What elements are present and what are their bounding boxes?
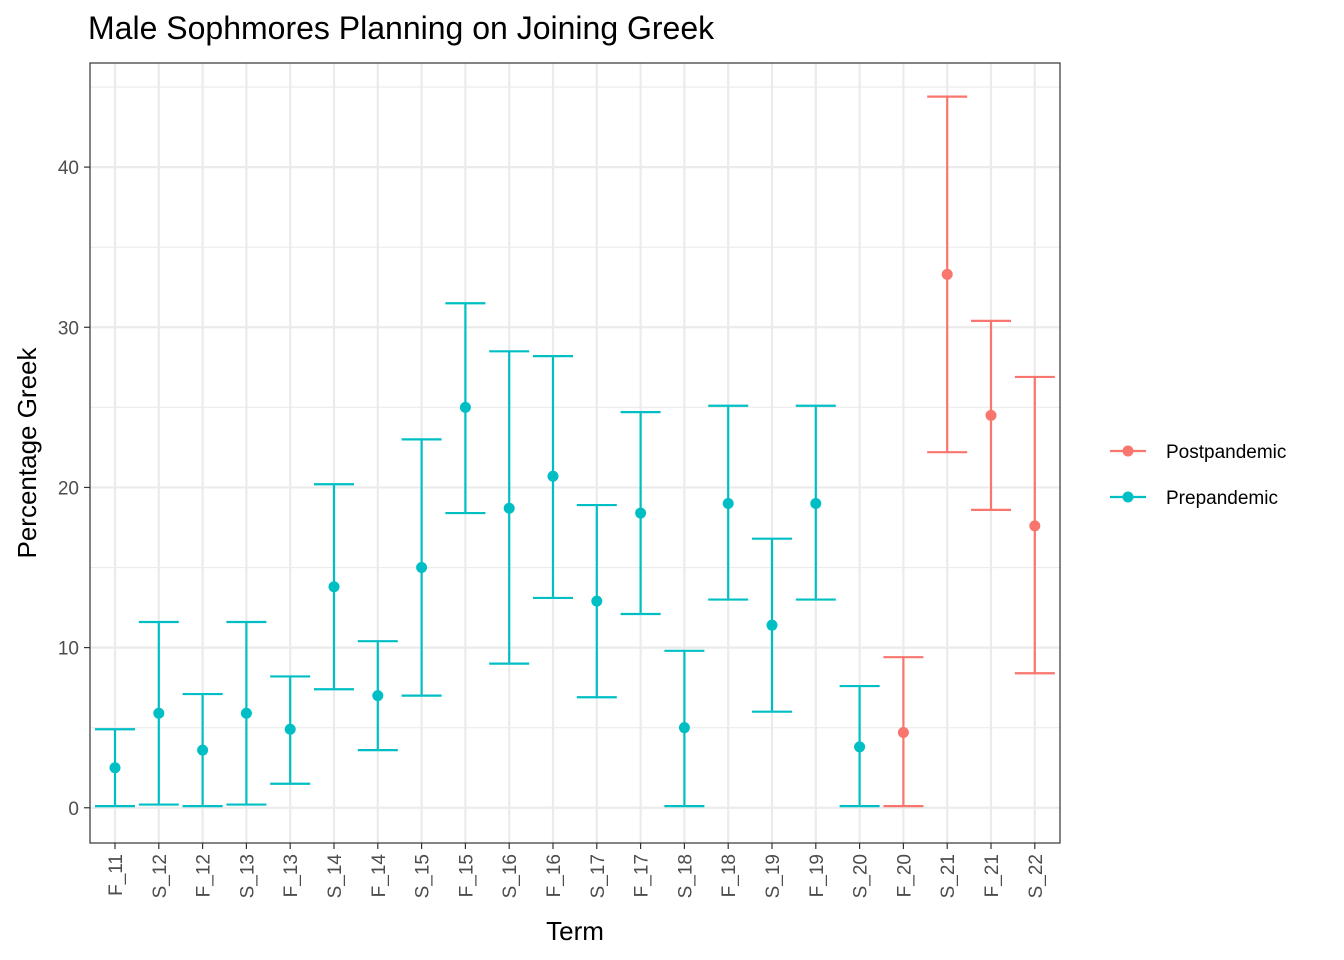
- data-point: [416, 562, 428, 574]
- data-points: [109, 268, 1041, 774]
- data-point: [459, 401, 471, 413]
- data-point: [678, 722, 690, 734]
- x-tick-label: F_11: [106, 854, 127, 896]
- data-point: [810, 497, 822, 509]
- x-tick-label: S_15: [413, 854, 434, 898]
- y-tick-label: 30: [58, 318, 79, 339]
- data-point: [854, 741, 866, 753]
- legend-label: Postpandemic: [1166, 442, 1286, 463]
- legend-item: Postpandemic: [1110, 442, 1286, 463]
- data-point: [153, 707, 165, 719]
- legend-label: Prepandemic: [1166, 488, 1278, 509]
- x-tick-label: F_18: [719, 854, 740, 897]
- data-point: [985, 409, 997, 421]
- x-axis-title: Term: [546, 916, 604, 946]
- chart-title: Male Sophmores Planning on Joining Greek: [88, 10, 715, 46]
- data-point: [503, 502, 515, 514]
- x-tick-label: F_19: [807, 854, 828, 897]
- x-tick-label: F_16: [544, 854, 565, 897]
- data-point: [591, 595, 603, 607]
- legend-item: Prepandemic: [1110, 488, 1278, 509]
- y-axis: 0 10 20 30 40: [58, 158, 90, 820]
- x-tick-label: S_17: [588, 854, 609, 898]
- legend: Postpandemic Prepandemic: [1110, 442, 1286, 509]
- data-point: [328, 581, 340, 593]
- data-point: [897, 726, 909, 738]
- x-tick-label: S_12: [150, 854, 171, 898]
- plot-panel-border: [89, 62, 1061, 844]
- x-tick-label: S_16: [500, 854, 521, 898]
- y-tick-label: 0: [68, 799, 79, 820]
- grid: [90, 63, 1060, 843]
- data-point: [547, 470, 559, 482]
- data-point: [284, 723, 296, 735]
- y-tick-label: 40: [58, 158, 79, 179]
- data-point: [240, 707, 252, 719]
- legend-key-point: [1122, 445, 1134, 457]
- x-tick-label: S_13: [237, 854, 258, 898]
- data-point: [197, 744, 209, 756]
- data-point: [635, 507, 647, 519]
- x-tick-label: S_22: [1026, 854, 1047, 898]
- y-axis-title: Percentage Greek: [12, 346, 42, 558]
- data-point: [722, 497, 734, 509]
- error-bars: [95, 95, 1055, 808]
- x-tick-label: S_14: [325, 854, 346, 899]
- x-tick-label: F_12: [194, 854, 215, 897]
- data-point: [1029, 520, 1041, 532]
- x-tick-label: S_20: [851, 854, 872, 898]
- x-tick-label: F_15: [456, 854, 477, 897]
- x-tick-label: S_19: [763, 854, 784, 898]
- x-tick-label: S_21: [938, 854, 959, 898]
- x-tick-label: F_21: [982, 854, 1003, 897]
- x-tick-label: S_18: [675, 854, 696, 898]
- x-tick-label: F_13: [281, 854, 302, 897]
- x-tick-label: F_20: [894, 854, 915, 897]
- data-point: [941, 268, 953, 280]
- data-point: [766, 619, 778, 631]
- x-tick-label: F_14: [369, 854, 390, 898]
- x-tick-label: F_17: [632, 854, 653, 897]
- y-tick-label: 20: [58, 478, 79, 499]
- x-axis: F_11 S_12 F_12 S_13 F_13 S_14 F_14 S_15 F_15 S_16…: [106, 843, 1047, 898]
- data-point: [109, 762, 121, 774]
- y-tick-label: 10: [58, 639, 79, 660]
- data-point: [372, 690, 384, 702]
- legend-key-point: [1122, 491, 1134, 503]
